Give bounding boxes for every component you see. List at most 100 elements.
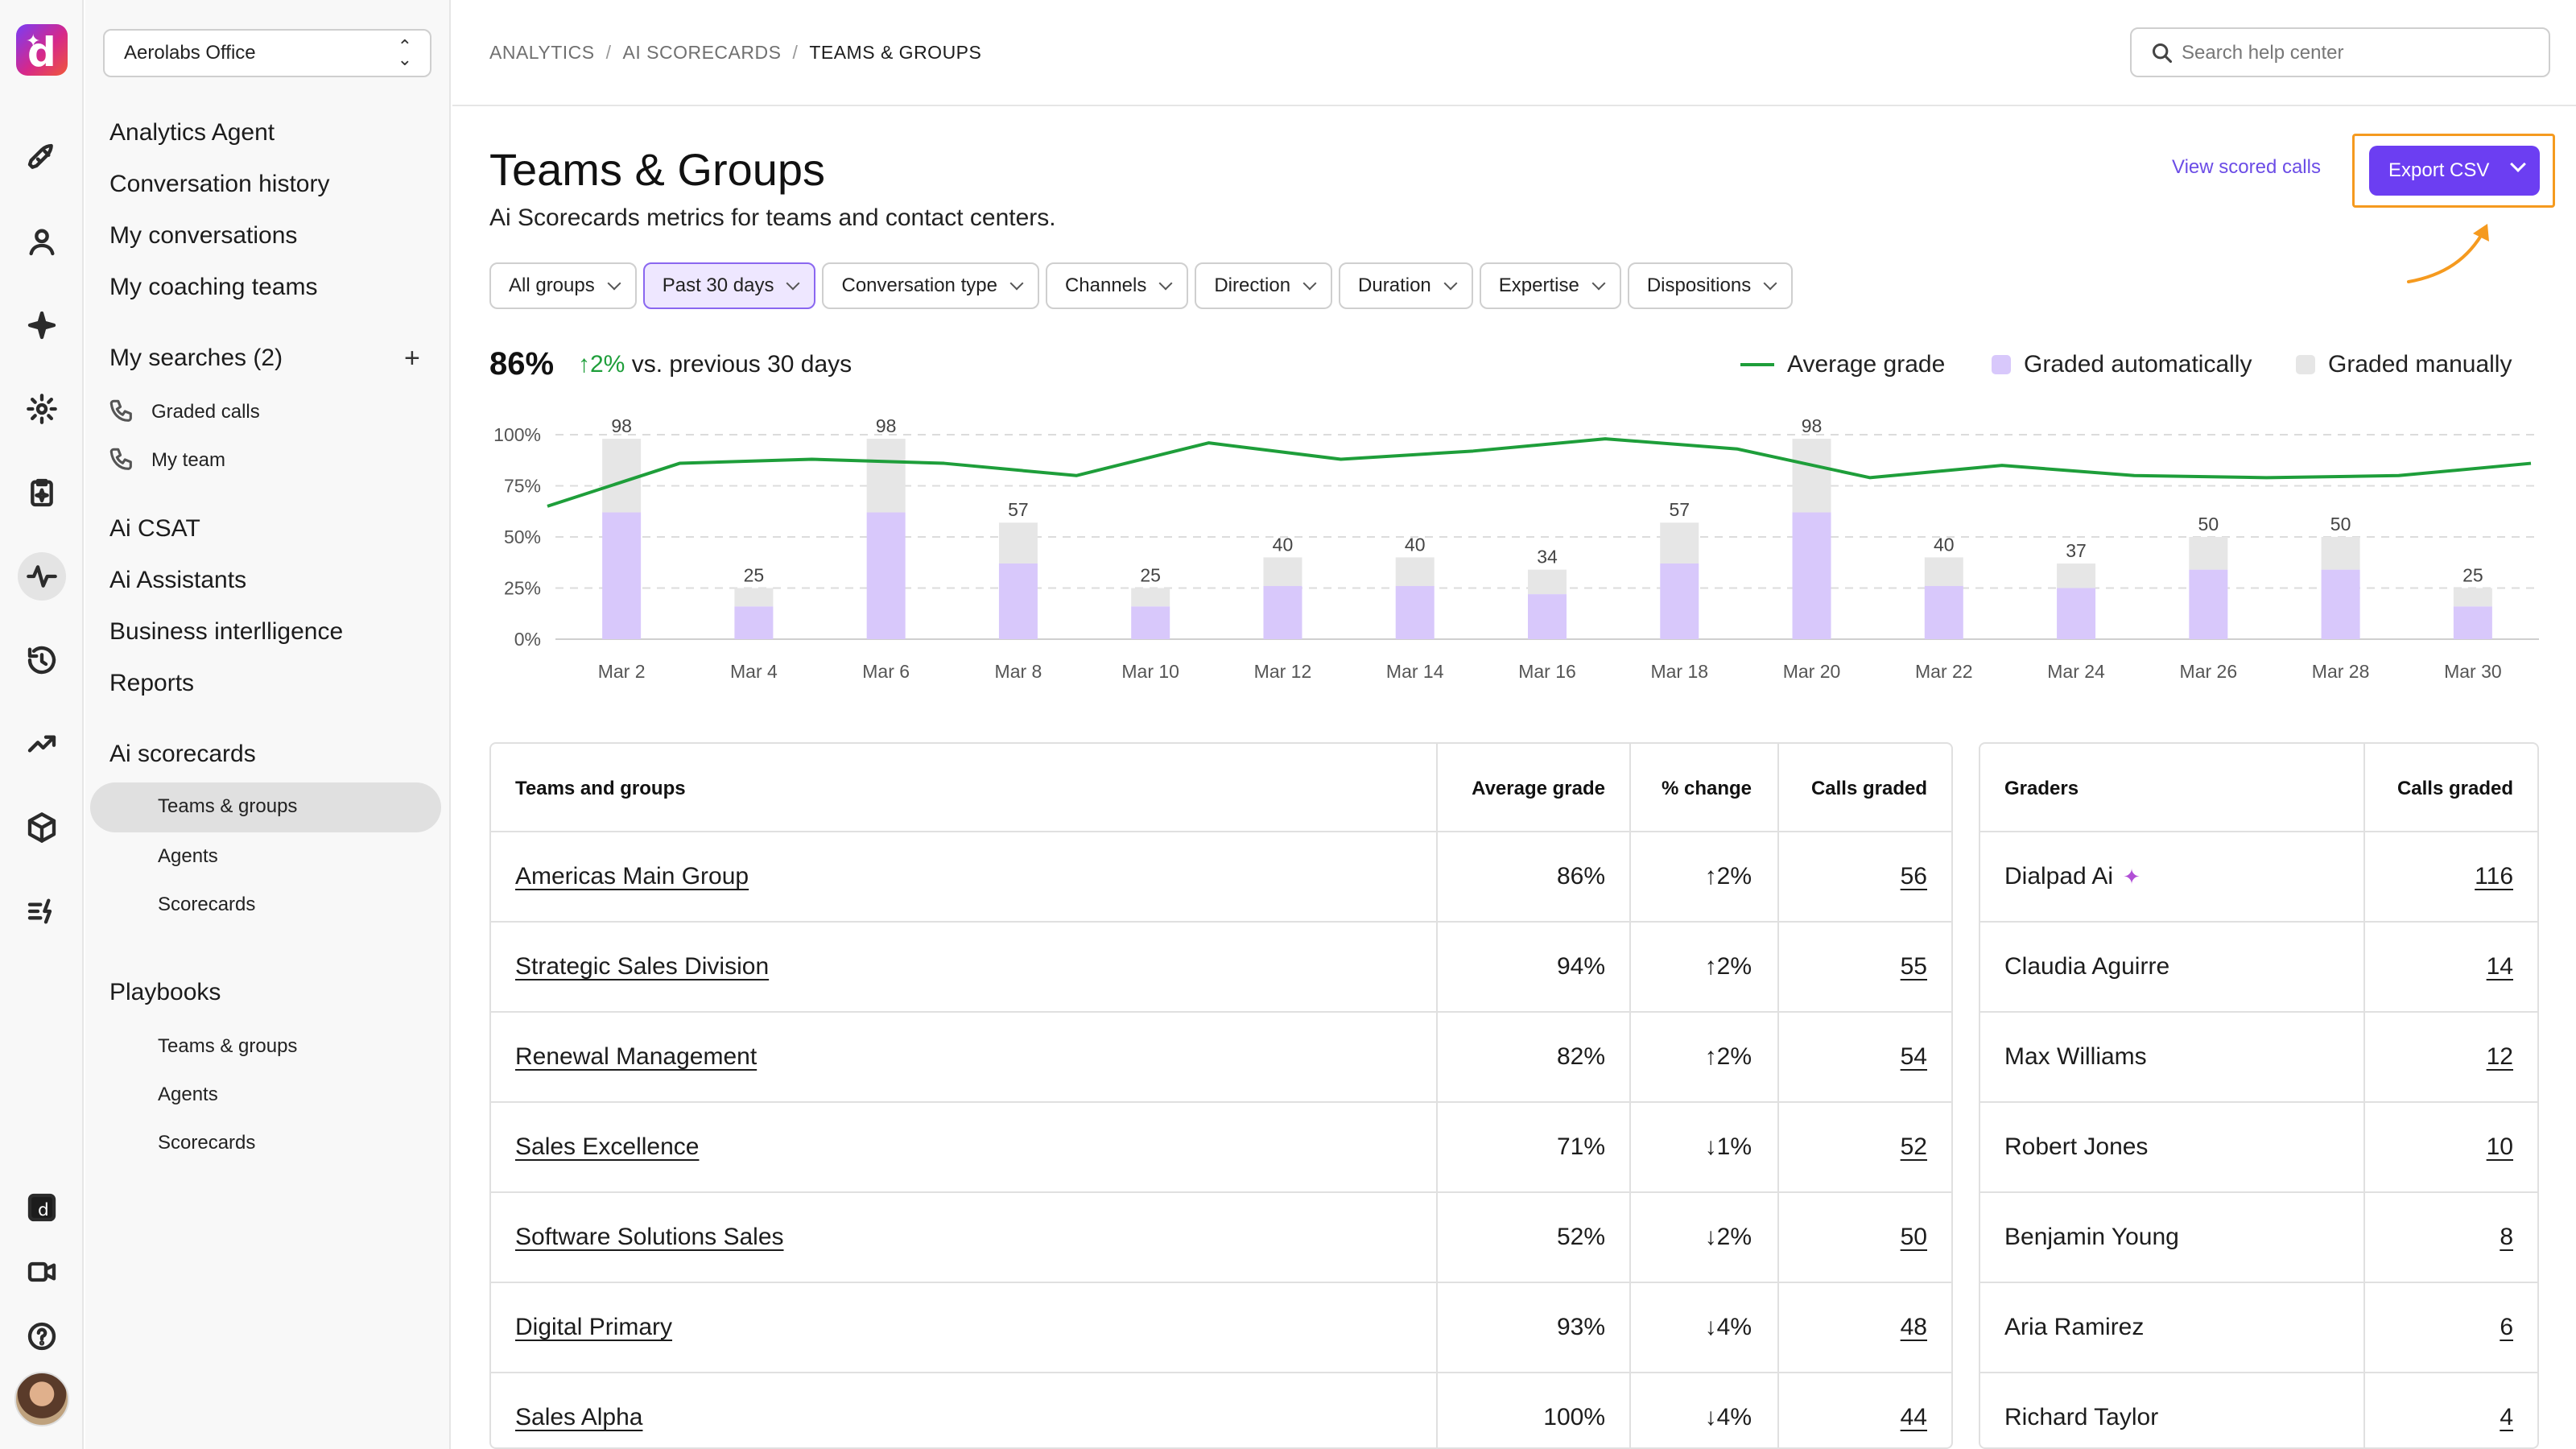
bar-total-label: 50 — [2330, 514, 2351, 535]
bar-graded-automatically — [1395, 585, 1435, 639]
filter-direction[interactable]: Direction — [1195, 262, 1333, 309]
grader-calls-graded-link[interactable]: 10 — [2486, 1133, 2513, 1160]
nav-business-intelligence[interactable]: Business interlligence — [109, 618, 344, 645]
team-name-link[interactable]: Americas Main Group — [515, 863, 749, 890]
clipboard-ai-icon[interactable] — [18, 469, 66, 517]
team-name-link[interactable]: Digital Primary — [515, 1314, 673, 1340]
settings-gear-icon[interactable] — [18, 385, 66, 433]
workspace-selector[interactable]: Aerolabs Office ⌃ ⌄ — [103, 29, 431, 77]
team-calls-graded-link[interactable]: 50 — [1900, 1224, 1927, 1250]
app-logo[interactable]: ✦ d — [16, 24, 68, 76]
table-row[interactable]: Sales Alpha 100% ↓4% 44 — [491, 1373, 1951, 1447]
nav-my-searches[interactable]: My searches (2) — [109, 345, 283, 371]
column-divider — [1629, 744, 1631, 1447]
search-graded-calls[interactable]: Graded calls — [151, 401, 260, 423]
team-name-link[interactable]: Sales Excellence — [515, 1133, 700, 1160]
nav-my-coaching-teams[interactable]: My coaching teams — [109, 274, 318, 300]
view-scored-calls-link[interactable]: View scored calls — [2172, 156, 2321, 178]
team-name-link[interactable]: Renewal Management — [515, 1043, 758, 1070]
nav-ai-csat[interactable]: Ai CSAT — [109, 515, 200, 542]
nav-reports[interactable]: Reports — [109, 670, 195, 696]
team-change: ↓4% — [1705, 1314, 1752, 1341]
nav-scorecards-agents[interactable]: Agents — [158, 845, 218, 867]
nav-playbooks-agents[interactable]: Agents — [158, 1084, 218, 1105]
filter-dispositions[interactable]: Dispositions — [1627, 262, 1794, 309]
search-my-team[interactable]: My team — [151, 449, 226, 471]
grader-calls-graded-link[interactable]: 6 — [2500, 1314, 2513, 1340]
grader-calls-graded-link[interactable]: 4 — [2500, 1404, 2513, 1430]
ai-sparkle-icon[interactable] — [18, 301, 66, 349]
team-calls-graded-link[interactable]: 55 — [1900, 953, 1927, 980]
bar-graded-automatically — [1792, 512, 1831, 639]
nav-ai-assistants[interactable]: Ai Assistants — [109, 567, 247, 593]
nav-scorecards-scorecards[interactable]: Scorecards — [158, 894, 256, 915]
y-tick-label: 0% — [514, 629, 541, 650]
table-row[interactable]: Dialpad Ai ✦ 116 — [1980, 832, 2537, 923]
team-calls-graded-link[interactable]: 52 — [1900, 1133, 1927, 1160]
filter-all-groups[interactable]: All groups — [489, 262, 637, 309]
chevron-down-icon — [786, 276, 800, 291]
user-icon[interactable] — [18, 217, 66, 266]
table-row[interactable]: Benjamin Young 8 — [1980, 1193, 2537, 1283]
export-csv-button[interactable]: Export CSV — [2369, 146, 2540, 196]
trend-up-icon[interactable] — [18, 720, 66, 768]
help-search-box[interactable] — [2130, 27, 2550, 77]
filter-duration[interactable]: Duration — [1339, 262, 1473, 309]
filter-channels[interactable]: Channels — [1045, 262, 1189, 309]
grader-calls-graded-link[interactable]: 116 — [2475, 863, 2513, 890]
table-row[interactable]: Aria Ramirez 6 — [1980, 1283, 2537, 1373]
bar-graded-manually — [1131, 588, 1170, 607]
table-row[interactable]: Richard Taylor 4 — [1980, 1373, 2537, 1447]
filter-expertise[interactable]: Expertise — [1479, 262, 1621, 309]
team-average-grade: 86% — [1556, 863, 1605, 890]
list-bolt-icon[interactable] — [18, 887, 66, 935]
nav-ai-scorecards[interactable]: Ai scorecards — [109, 741, 256, 767]
nav-conversation-history[interactable]: Conversation history — [109, 171, 330, 197]
grader-calls-graded-link[interactable]: 8 — [2500, 1224, 2513, 1250]
table-row[interactable]: Claudia Aguirre 14 — [1980, 923, 2537, 1013]
filter-date-range[interactable]: Past 30 days — [642, 262, 816, 309]
grader-name-text: Richard Taylor — [2004, 1404, 2159, 1430]
team-name-link[interactable]: Strategic Sales Division — [515, 953, 770, 980]
team-calls-graded-link[interactable]: 44 — [1900, 1404, 1927, 1430]
table-row[interactable]: Robert Jones 10 — [1980, 1103, 2537, 1193]
bar-graded-manually — [998, 522, 1038, 564]
table-row[interactable]: Digital Primary 93% ↓4% 48 — [491, 1283, 1951, 1373]
rocket-icon[interactable] — [18, 134, 66, 182]
nav-playbooks-scorecards[interactable]: Scorecards — [158, 1132, 256, 1154]
team-calls-graded-link[interactable]: 56 — [1900, 863, 1927, 890]
chevron-down-icon — [1763, 276, 1777, 291]
team-name-link[interactable]: Sales Alpha — [515, 1404, 643, 1430]
table-row[interactable]: Max Williams 12 — [1980, 1013, 2537, 1103]
filter-conversation-type[interactable]: Conversation type — [822, 262, 1039, 309]
cube-icon[interactable] — [18, 803, 66, 852]
team-calls-graded-link[interactable]: 48 — [1900, 1314, 1927, 1340]
analytics-pulse-icon[interactable] — [18, 552, 66, 601]
dialpad-app-icon[interactable]: d — [18, 1183, 66, 1232]
add-search-plus-icon[interactable]: + — [404, 343, 420, 374]
table-row[interactable]: Sales Excellence 71% ↓1% 52 — [491, 1103, 1951, 1193]
table-row[interactable]: Strategic Sales Division 94% ↑2% 55 — [491, 923, 1951, 1013]
breadcrumb-analytics[interactable]: ANALYTICS — [489, 42, 595, 63]
nav-my-conversations[interactable]: My conversations — [109, 222, 298, 249]
breadcrumb-ai-scorecards[interactable]: AI SCORECARDS — [622, 42, 782, 63]
history-icon[interactable] — [18, 636, 66, 684]
team-calls-graded-link[interactable]: 54 — [1900, 1043, 1927, 1070]
nav-playbooks[interactable]: Playbooks — [109, 979, 221, 1005]
table-row[interactable]: Software Solutions Sales 52% ↓2% 50 — [491, 1193, 1951, 1283]
bar-graded-manually — [2453, 588, 2492, 607]
grader-calls-graded-link[interactable]: 14 — [2486, 953, 2513, 980]
help-search-input[interactable] — [2182, 40, 2536, 66]
grader-calls-graded-link[interactable]: 12 — [2486, 1043, 2513, 1070]
table-row[interactable]: Americas Main Group 86% ↑2% 56 — [491, 832, 1951, 923]
help-icon[interactable] — [18, 1312, 66, 1360]
user-avatar[interactable] — [14, 1372, 69, 1426]
table-row[interactable]: Renewal Management 82% ↑2% 54 — [491, 1013, 1951, 1103]
arrow-down-icon: ↓ — [1704, 1404, 1717, 1430]
nav-analytics-agent[interactable]: Analytics Agent — [109, 119, 275, 146]
video-icon[interactable] — [18, 1248, 66, 1296]
x-tick-label: Mar 30 — [2444, 661, 2502, 682]
nav-playbooks-teams-groups[interactable]: Teams & groups — [158, 1035, 298, 1057]
team-name-link[interactable]: Software Solutions Sales — [515, 1224, 784, 1250]
nav-scorecards-teams-groups[interactable]: Teams & groups — [90, 782, 441, 832]
